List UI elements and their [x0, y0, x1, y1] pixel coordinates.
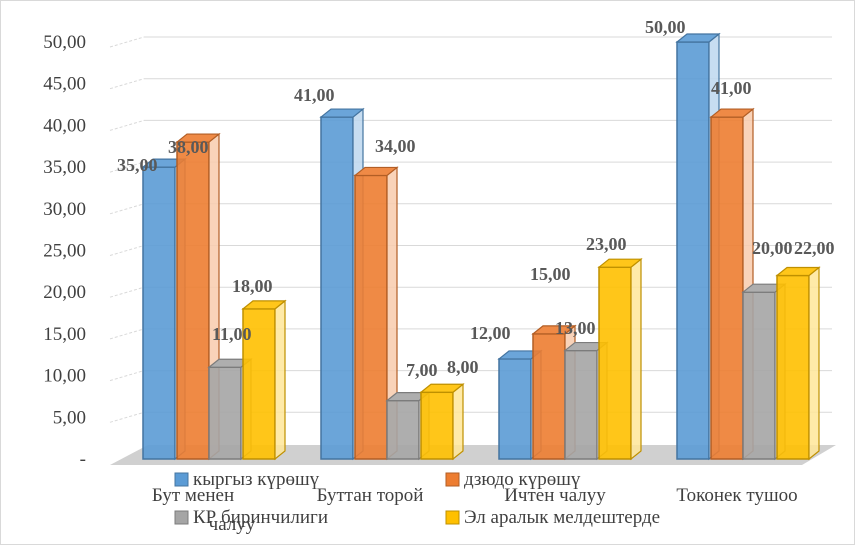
legend-label: КР биринчилиги — [193, 507, 328, 528]
legend-label: кыргыз күрөшү — [193, 469, 320, 490]
bar-top — [353, 166, 399, 177]
gridline-diag — [109, 245, 145, 256]
gridline-diag — [109, 328, 145, 340]
bar-side — [274, 299, 286, 461]
data-label: 7,00 — [406, 360, 438, 380]
bar — [353, 166, 399, 461]
bar — [419, 383, 465, 461]
data-label: 15,00 — [530, 264, 571, 284]
data-label: 38,00 — [168, 137, 209, 157]
legend-swatch — [174, 510, 189, 525]
data-label: 11,00 — [212, 324, 252, 344]
bar-front — [564, 349, 598, 460]
y-tick-label: 30,00 — [43, 199, 86, 220]
bar-front — [676, 41, 710, 460]
gridline-diag — [109, 36, 145, 48]
gridline-diag — [109, 203, 145, 215]
bar — [597, 257, 643, 461]
legend-label: дзюдо күрөшү — [464, 469, 581, 490]
y-tick-label: - — [80, 449, 86, 470]
y-tick-label: 10,00 — [43, 366, 86, 387]
gridline-diag — [109, 286, 145, 298]
data-label: 41,00 — [294, 85, 335, 105]
gridline-diag — [109, 370, 145, 382]
legend-label: Эл аралык мелдештерде — [464, 507, 660, 528]
bar-side — [808, 266, 820, 461]
bar-front — [498, 358, 532, 460]
data-label: 22,00 — [794, 238, 835, 258]
bar-top — [531, 325, 577, 335]
chart-floor — [110, 445, 836, 465]
gridline-diag — [109, 411, 145, 423]
legend-swatch — [445, 510, 460, 525]
bar-front — [242, 308, 276, 460]
data-label: 12,00 — [470, 323, 511, 343]
bar-front — [742, 291, 776, 460]
bar-top — [775, 266, 821, 277]
data-label: 8,00 — [447, 357, 479, 377]
bar-top — [319, 108, 365, 118]
data-label: 13,00 — [555, 318, 596, 338]
data-label: 18,00 — [232, 276, 273, 296]
category-label-line2: чалуу — [209, 514, 256, 535]
bar-front — [776, 274, 810, 460]
bar-side — [452, 383, 464, 461]
bar-front — [354, 174, 388, 460]
bar-front — [532, 333, 566, 460]
bar-top — [175, 133, 221, 143]
bar-front — [386, 399, 420, 460]
bar-top — [597, 258, 643, 268]
y-tick-label: 20,00 — [43, 282, 86, 303]
y-tick-label: 40,00 — [43, 115, 86, 136]
legend-swatch — [445, 472, 460, 487]
category-label: Токонек тушоо — [676, 485, 797, 506]
y-tick-label: 35,00 — [43, 157, 86, 178]
bar-top — [419, 383, 465, 393]
bar — [709, 107, 755, 461]
bar-top — [709, 108, 755, 118]
data-label: 35,00 — [117, 155, 158, 175]
data-label: 50,00 — [645, 17, 686, 37]
gridline-diag — [109, 161, 145, 173]
bar-top — [241, 300, 287, 310]
gridline-diag — [109, 78, 145, 90]
y-tick-label: 50,00 — [43, 32, 86, 53]
gridline-diag — [109, 119, 145, 131]
data-label: 20,00 — [752, 238, 793, 258]
bar-front — [598, 266, 632, 460]
legend-swatch — [174, 472, 189, 487]
data-label: 23,00 — [586, 234, 627, 254]
bar-front — [208, 366, 242, 460]
bar-side — [630, 257, 642, 461]
bar-front — [320, 116, 354, 460]
y-tick-label: 45,00 — [43, 74, 86, 95]
data-label: 41,00 — [711, 78, 752, 98]
bar — [241, 299, 287, 461]
data-label: 34,00 — [375, 136, 416, 156]
bar-top — [675, 33, 721, 43]
y-tick-label: 25,00 — [43, 241, 86, 262]
category-label: Бут менен — [152, 485, 234, 506]
bar-front — [710, 116, 744, 460]
bar-front — [176, 141, 210, 460]
category-label: Ичтен чалуу — [504, 485, 606, 506]
category-label: Буттан торой — [317, 485, 424, 506]
y-tick-label: 5,00 — [53, 407, 86, 428]
bar-front — [420, 391, 454, 460]
bar-front — [142, 166, 176, 460]
bar — [775, 266, 821, 461]
y-tick-label: 15,00 — [43, 324, 86, 345]
